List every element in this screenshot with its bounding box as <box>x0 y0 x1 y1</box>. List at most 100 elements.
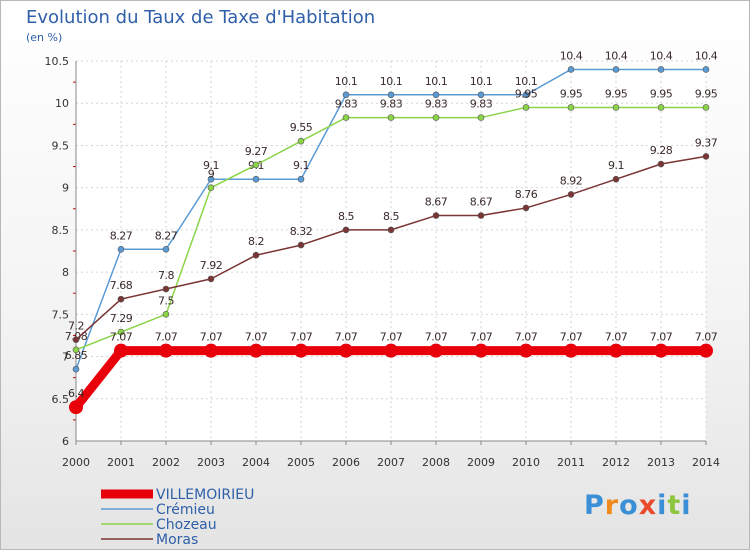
y-tick-label: 8.5 <box>52 224 70 237</box>
logo-letter: x <box>638 490 658 521</box>
x-tick-label: 2007 <box>377 456 405 469</box>
data-point <box>162 285 170 293</box>
data-label: 7.5 <box>158 294 174 307</box>
data-label: 10.4 <box>695 49 718 62</box>
data-label: 9.95 <box>560 87 583 100</box>
data-label: 9 <box>208 168 215 181</box>
legend-label: Chozeau <box>156 517 217 533</box>
data-label: 7.92 <box>200 259 223 272</box>
data-point <box>522 104 530 111</box>
data-label: 10.4 <box>560 49 583 62</box>
data-label: 7.8 <box>158 269 174 282</box>
data-label: 9.37 <box>695 136 718 149</box>
data-label: 6.4 <box>68 387 84 400</box>
x-tick-label: 2010 <box>512 456 540 469</box>
data-label: 9.1 <box>608 159 624 172</box>
data-point <box>69 400 83 415</box>
data-label: 10.4 <box>650 49 673 62</box>
data-label: 10.1 <box>380 75 403 88</box>
data-label: 7.07 <box>695 331 718 344</box>
data-point <box>384 343 398 358</box>
data-point <box>567 66 575 73</box>
data-point <box>117 246 125 253</box>
data-point <box>564 343 578 358</box>
chart-title: Evolution du Taux de Taxe d'Habitation <box>26 7 376 28</box>
x-tick-label: 2011 <box>557 456 585 469</box>
data-point <box>657 104 665 111</box>
legend-label: Moras <box>156 532 198 548</box>
data-label: 10.1 <box>515 75 538 88</box>
proxiti-logo: Proxiti <box>584 490 692 521</box>
data-label: 7.07 <box>470 331 493 344</box>
data-point <box>657 66 665 73</box>
x-tick-label: 2012 <box>602 456 630 469</box>
data-point <box>252 161 260 169</box>
data-point <box>702 66 710 73</box>
data-label: 7.07 <box>245 331 268 344</box>
data-point <box>297 137 305 145</box>
data-label: 7.29 <box>110 312 133 325</box>
data-label: 7.07 <box>605 331 628 344</box>
data-label: 10.1 <box>335 75 358 88</box>
legend-label: VILLEMOIRIEU <box>156 487 254 503</box>
data-point <box>477 91 485 99</box>
y-tick-label: 9 <box>62 182 69 195</box>
x-tick-label: 2008 <box>422 456 450 469</box>
data-label: 9.95 <box>515 87 538 100</box>
data-label: 9.83 <box>470 98 493 111</box>
data-label: 7.07 <box>560 331 583 344</box>
data-point <box>522 204 530 212</box>
data-label: 8.76 <box>515 188 538 201</box>
data-label: 9.1 <box>203 159 219 172</box>
data-point <box>432 114 440 121</box>
data-label: 9.95 <box>650 87 673 100</box>
x-tick-label: 2001 <box>107 456 135 469</box>
data-label: 9.83 <box>335 98 358 111</box>
data-label: 10.4 <box>605 49 628 62</box>
logo-letter: P <box>584 490 605 521</box>
data-label: 7.07 <box>200 331 223 344</box>
x-tick-label: 2005 <box>287 456 315 469</box>
data-point <box>342 91 350 99</box>
data-point <box>477 212 485 219</box>
data-point <box>117 328 125 336</box>
logo-letter: i <box>681 490 692 521</box>
data-point <box>252 175 260 183</box>
data-point <box>432 91 440 99</box>
data-label: 7.68 <box>110 279 133 292</box>
data-point <box>252 251 260 259</box>
data-label: 7.07 <box>650 331 673 344</box>
x-tick-label: 2009 <box>467 456 495 469</box>
data-label: 6.85 <box>65 349 88 362</box>
y-tick-label: 6.5 <box>52 393 70 406</box>
data-label: 8.27 <box>110 229 133 242</box>
data-point <box>429 343 443 358</box>
data-label: 7.07 <box>110 331 133 344</box>
data-label: 8.67 <box>470 196 493 209</box>
data-point <box>432 212 440 219</box>
data-label: 9.95 <box>605 87 628 100</box>
y-tick-label: 6 <box>62 435 69 448</box>
x-tick-label: 2004 <box>242 456 270 469</box>
data-point <box>702 153 710 160</box>
data-label: 9.83 <box>425 98 448 111</box>
data-label: 8.67 <box>425 196 448 209</box>
data-point <box>609 343 623 358</box>
data-label: 7.07 <box>380 331 403 344</box>
data-label: 8.27 <box>155 229 178 242</box>
data-point <box>297 175 305 183</box>
data-point <box>522 91 530 99</box>
data-point <box>162 246 170 253</box>
data-label: 7.07 <box>155 331 178 344</box>
data-point <box>114 343 128 358</box>
data-point <box>519 343 533 358</box>
data-point <box>612 104 620 111</box>
legend-label: Crémieu <box>156 502 215 518</box>
data-label: 10.1 <box>470 75 493 88</box>
data-point <box>72 336 80 343</box>
data-label: 9.1 <box>293 159 309 172</box>
data-point <box>294 343 308 358</box>
data-point <box>207 275 215 283</box>
